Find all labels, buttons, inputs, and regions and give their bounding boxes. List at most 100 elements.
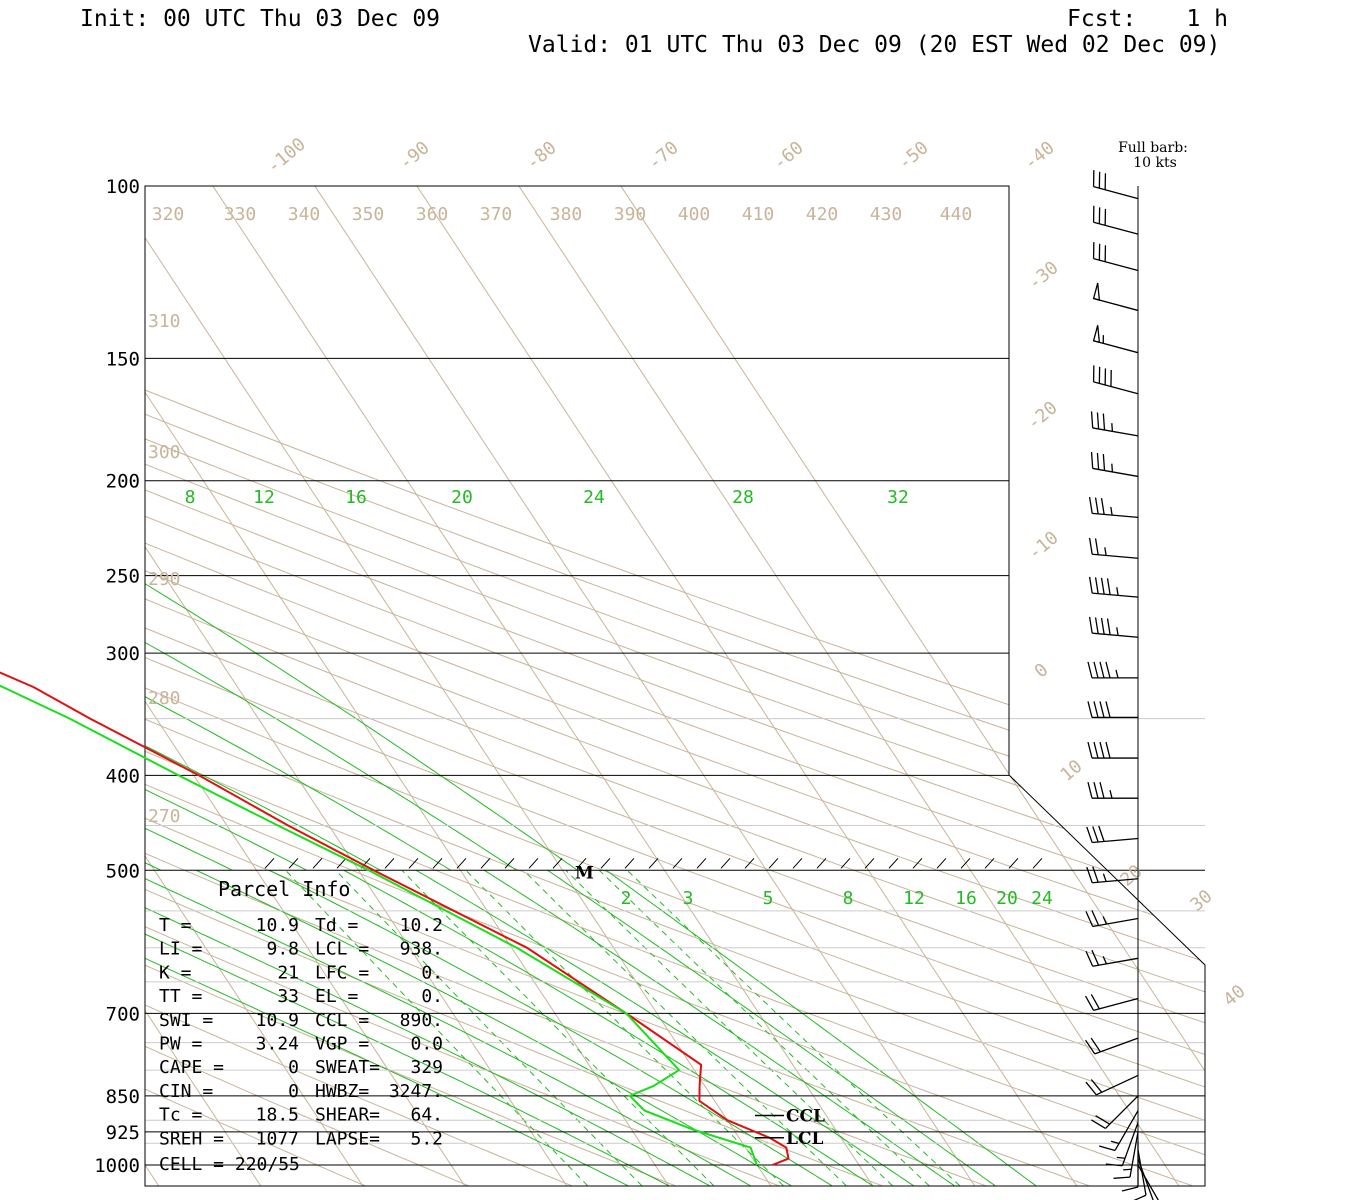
hatch-mark <box>912 857 923 869</box>
theta-label-left: 270 <box>148 806 181 827</box>
isotherm-line <box>284 186 976 1186</box>
theta-label-left: 290 <box>148 569 181 590</box>
isotherm-line <box>145 186 772 1186</box>
moist-adiabat-label: 24 <box>583 487 605 508</box>
hatch-mark <box>984 857 995 869</box>
parcel-param-value: 0. <box>421 986 443 1007</box>
hatch-mark <box>552 857 563 869</box>
forecast-label: Fcst: <box>1067 6 1136 32</box>
moist-adiabat-upper <box>145 583 578 870</box>
wind-barb <box>1087 661 1138 679</box>
theta-label: 420 <box>806 204 839 225</box>
wind-barb <box>1092 170 1139 200</box>
isotherm-line <box>0 141 57 1186</box>
hatch-mark <box>408 857 419 869</box>
dry-adiabat <box>145 186 1205 1186</box>
mixing-ratio-label: 20 <box>996 888 1018 909</box>
pressure-tick-label: 850 <box>106 1086 140 1108</box>
pressure-tick-label: 700 <box>106 1003 140 1025</box>
parcel-param-name: Tc = <box>159 1105 203 1126</box>
theta-label: 440 <box>940 204 973 225</box>
hatch-mark <box>696 857 707 869</box>
parcel-param-value: 3247. <box>389 1081 443 1102</box>
hatch-mark <box>936 857 947 869</box>
parcel-param-value: 21 <box>277 962 299 983</box>
parcel-param-name: Td = <box>315 915 359 936</box>
moist-adiabat-label: 16 <box>345 487 367 508</box>
wind-barb <box>1088 496 1139 518</box>
parcel-param-name: HWBZ= <box>315 1081 369 1102</box>
parcel-param-value: 33 <box>277 986 299 1007</box>
hatch-mark <box>888 857 899 869</box>
hatch-mark <box>264 857 275 869</box>
hatch-mark <box>576 857 587 869</box>
parcel-param-name: VGP = <box>315 1034 369 1055</box>
moist-adiabat-label: 20 <box>451 487 473 508</box>
wind-barb <box>1090 1095 1139 1129</box>
wind-barb <box>1121 1140 1139 1192</box>
dry-adiabat <box>145 186 1205 1186</box>
parcel-param-value: 329 <box>410 1057 443 1078</box>
mixing-ratio-line <box>401 870 715 1186</box>
isotherm-label: 10 <box>1056 756 1086 786</box>
mixing-ratio-label: 12 <box>903 888 925 909</box>
dry-adiabat <box>145 186 1090 1186</box>
parcel-param-name: EL = <box>315 986 359 1007</box>
mixing-ratio-line <box>523 870 847 1186</box>
forecast-hour: 1 h <box>1186 6 1228 32</box>
moist-adiabat <box>414 870 914 1186</box>
parcel-info-title: Parcel Info <box>218 877 350 901</box>
wind-barb <box>1137 1164 1159 1200</box>
hatch-mark <box>1008 857 1019 869</box>
max-wind-marker: M <box>575 863 594 883</box>
wind-barb <box>1092 242 1139 272</box>
parcel-param-value: 9.8 <box>266 939 299 960</box>
hatch-mark <box>792 857 803 869</box>
mixing-ratio-line <box>626 870 961 1186</box>
parcel-param-value: 5.2 <box>410 1128 443 1149</box>
wind-barb <box>1087 701 1138 719</box>
valid-time: Valid: 01 UTC Thu 03 Dec 09 (20 EST Wed … <box>528 32 1220 58</box>
hatch-mark <box>600 857 611 869</box>
hatch-mark <box>504 857 515 869</box>
hatch-mark <box>864 857 875 869</box>
hatch-mark <box>384 857 395 869</box>
pressure-tick-label: 1000 <box>94 1155 140 1177</box>
hatch-mark <box>672 857 683 869</box>
parcel-param-value: 0.0 <box>410 1034 443 1055</box>
dry-adiabat <box>145 186 572 1186</box>
chart-frame <box>144 185 1206 1187</box>
mixing-ratio-line <box>335 870 643 1186</box>
parcel-param-value: 10.2 <box>400 915 443 936</box>
barb-key-line1: Full barb: <box>1118 140 1188 156</box>
parcel-param-name: SWEAT= <box>315 1057 380 1078</box>
moist-adiabat-upper <box>145 696 452 870</box>
wind-barb <box>1088 537 1139 559</box>
dry-adiabat <box>145 186 779 1186</box>
parcel-param-name: K = <box>159 962 192 983</box>
mixing-ratio-label: 8 <box>843 888 854 909</box>
hatch-mark <box>648 857 659 869</box>
hatch-mark <box>312 857 323 869</box>
parcel-param-value: 10.9 <box>256 915 299 936</box>
parcel-param-value: 10.9 <box>256 1010 299 1031</box>
parcel-param-name: LCL = <box>315 939 369 960</box>
isotherm-label: 20 <box>1116 861 1146 891</box>
theta-label: 430 <box>870 204 903 225</box>
hatch-mark <box>816 857 827 869</box>
theta-label: 390 <box>614 204 647 225</box>
parcel-param-value: 890. <box>400 1010 443 1031</box>
theta-label-left: 310 <box>148 311 181 332</box>
hatch-mark <box>528 857 539 869</box>
wind-barb <box>1092 205 1139 235</box>
moist-adiabat <box>267 870 833 1186</box>
pressure-tick-label: 500 <box>106 860 140 882</box>
dry-adiabat <box>145 186 1193 1186</box>
lcl-label: LCL <box>786 1129 823 1149</box>
wind-barb <box>1092 365 1139 395</box>
isotherm-label: -30 <box>1024 257 1062 294</box>
isotherm-line <box>590 186 1205 1186</box>
ccl-label: CCL <box>786 1106 825 1126</box>
dry-adiabat <box>145 186 1205 1186</box>
parcel-param-value: 938. <box>400 939 443 960</box>
